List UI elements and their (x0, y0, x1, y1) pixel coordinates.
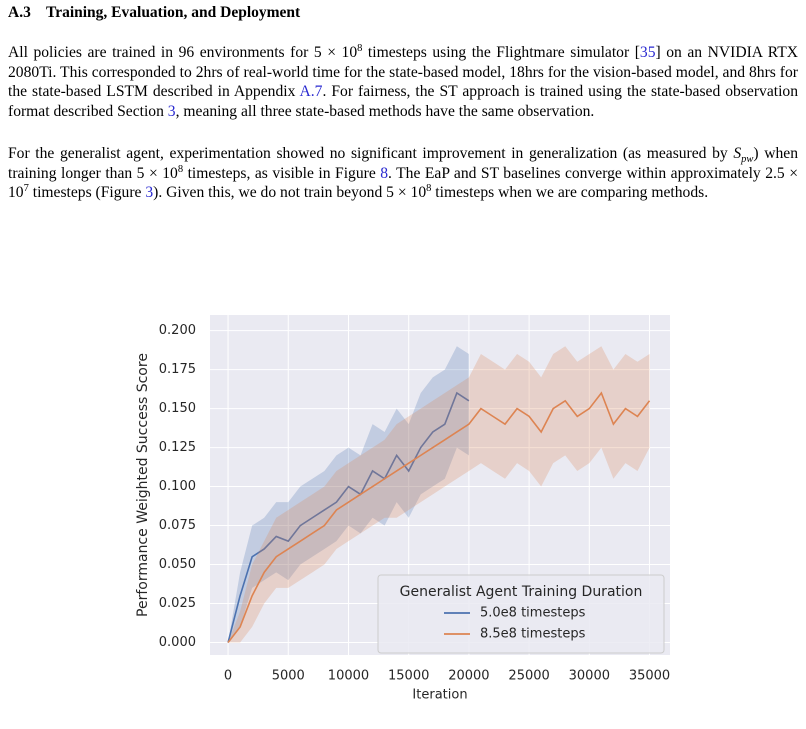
reference-link[interactable]: A.7 (299, 83, 323, 101)
text-run: , meaning all three state-based methods … (175, 102, 595, 120)
text-run: 8 (357, 42, 363, 54)
paragraph: All policies are trained in 96 environme… (8, 43, 798, 121)
y-tick-label: 0.175 (159, 362, 196, 377)
text-run: 8 (177, 163, 184, 175)
text-run: ). Given this, we do not train beyond 5 … (153, 184, 427, 202)
x-tick-label: 20000 (448, 669, 489, 684)
text-run: S (733, 145, 742, 162)
text-run: timesteps using the Flightmare simulator… (362, 44, 640, 61)
reference-link[interactable]: 3 (167, 102, 176, 120)
paragraph: For the generalist agent, experimentatio… (8, 144, 798, 203)
series-line (227, 391, 651, 644)
text-run: ] on an NVIDIA RTX 2080Ti. This correspo… (8, 44, 798, 101)
y-tick-label: 0.150 (159, 401, 196, 416)
y-tick-label: 0.100 (159, 479, 196, 494)
x-axis-label: Iteration (412, 688, 467, 703)
x-tick-label: 5000 (272, 669, 305, 684)
text-run: timesteps when we are comparing methods. (431, 184, 709, 202)
x-tick-label: 35000 (629, 669, 670, 684)
y-axis-label: Performance Weighted Success Score (135, 353, 151, 617)
text-run: timesteps, as visible in Figure (183, 164, 381, 182)
legend-title: Generalist Agent Training Duration (400, 584, 643, 600)
x-tick-label: 10000 (328, 669, 369, 684)
text-run: 8 (426, 183, 432, 194)
x-tick-label: 0 (224, 669, 232, 684)
text-run: For the generalist agent, experimentatio… (8, 145, 734, 162)
reference-link[interactable]: 3 (145, 184, 154, 202)
text-run: . The EaP and ST baselines converge with… (8, 164, 798, 202)
legend-label: 5.0e8 timesteps (480, 606, 586, 621)
confidence-band (228, 346, 650, 643)
legend-label: 8.5e8 timesteps (480, 627, 586, 642)
y-tick-label: 0.000 (159, 635, 196, 650)
reference-link[interactable]: 8 (380, 164, 389, 182)
section-heading: A.3 Training, Evaluation, and Deployment (8, 4, 300, 22)
y-tick-label: 0.050 (159, 557, 196, 572)
reference-link[interactable]: 35 (639, 44, 656, 61)
legend: Generalist Agent Training Duration 5.0e8 … (377, 574, 665, 654)
y-tick-label: 0.075 (159, 518, 196, 533)
text-run: ) when training longer than 5 × 10 (8, 145, 798, 182)
text-run: All policies are trained in 96 environme… (8, 44, 358, 61)
text-run: timesteps (Figure (28, 184, 146, 202)
text-run: . For fairness, the ST approach is train… (8, 83, 798, 120)
text-run: 7 (23, 183, 29, 194)
section-title: Training, Evaluation, and Deployment (46, 4, 301, 21)
section-number: A.3 (8, 4, 31, 21)
x-tick-label: 30000 (569, 669, 610, 684)
y-tick-label: 0.200 (159, 323, 196, 338)
confidence-band (228, 346, 469, 643)
y-tick-label: 0.125 (159, 440, 196, 455)
x-tick-label: 25000 (508, 669, 549, 684)
x-tick-label: 15000 (388, 669, 429, 684)
text-run: pw (741, 154, 754, 166)
series-line (227, 391, 470, 643)
y-tick-label: 0.025 (159, 596, 196, 611)
